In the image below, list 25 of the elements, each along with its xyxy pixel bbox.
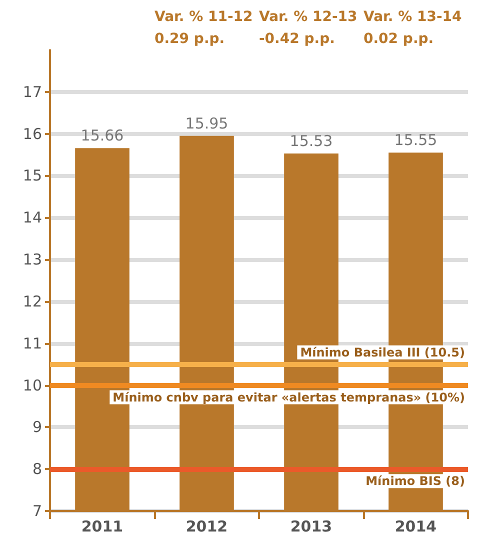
ref-line-label: Mínimo BIS (8) xyxy=(366,474,465,488)
x-tick-label: 2011 xyxy=(81,518,124,536)
data-label: 15.55 xyxy=(394,131,438,150)
y-tick-label: 9 xyxy=(32,418,42,436)
text: Var. % 13-14 0.02 p.p. xyxy=(364,9,462,47)
x-tick-label: 2014 xyxy=(394,518,437,536)
x-tick-label: 2013 xyxy=(290,518,332,536)
ref-line-label: Mínimo cnbv para evitar «alertas tempranas» (10%) xyxy=(112,390,465,404)
data-label: 15.95 xyxy=(185,114,228,132)
data-label: 15.66 xyxy=(80,126,124,145)
y-tick-label: 15 xyxy=(22,166,42,185)
y-tick-label: 10 xyxy=(22,376,42,394)
y-tick-label: 7 xyxy=(32,502,42,520)
y-tick-label: 8 xyxy=(32,460,42,478)
data-label: 15.53 xyxy=(290,132,333,150)
y-tick-label: 12 xyxy=(22,292,42,310)
y-tick-label: 17 xyxy=(22,82,42,101)
y-tick-label: 13 xyxy=(22,250,42,269)
y-tick-label: 11 xyxy=(22,334,42,352)
text: Var. % 11-12 0.29 p.p. xyxy=(154,9,253,47)
ref-line-label: Mínimo Basilea III (10.5) xyxy=(300,345,465,360)
x-tick-label: 2012 xyxy=(186,518,228,536)
y-tick-label: 16 xyxy=(22,124,42,143)
text: Var. % 12-13 -0.42 p.p. xyxy=(259,9,358,47)
y-tick-label: 14 xyxy=(22,208,42,227)
